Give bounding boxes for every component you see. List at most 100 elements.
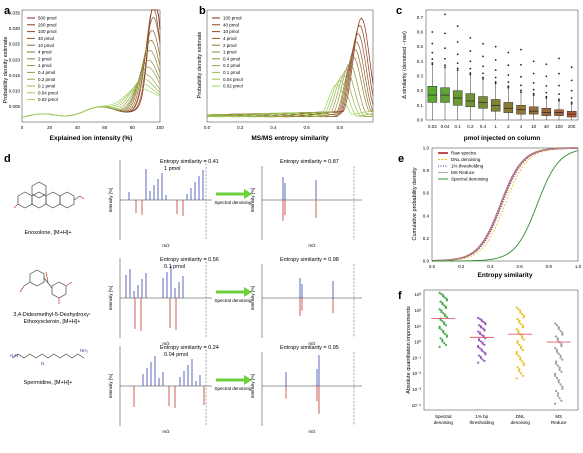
panel-f-point (559, 356, 562, 359)
panel-c-ytick: 0.0 (417, 118, 424, 123)
panel-c-outlier (431, 42, 434, 45)
panel-c-outlier (532, 72, 535, 75)
panel-c-outlier (444, 64, 446, 66)
panel-f-point (555, 324, 559, 327)
panel-e-curve (431, 147, 579, 262)
panel-c-outlier (558, 100, 560, 102)
panel-c-outlier (494, 45, 497, 48)
panel-f-point (479, 326, 482, 329)
panel-f-ytick: 10⁰ (414, 340, 421, 345)
panel-c-xtick: 0.1 (455, 124, 462, 129)
panel-a-legend-label: 10 pmol (38, 43, 54, 48)
panel-c-outlier (570, 101, 573, 104)
panel-b-curve (206, 84, 374, 118)
panel-c-outlier (494, 58, 497, 61)
panel-a-legend-label: 200 pmol (38, 22, 57, 27)
panel-f-point (518, 321, 521, 324)
panel-a-xtick: 80 (130, 125, 136, 130)
spermidine-n3: NH₂ (80, 348, 88, 353)
panel-f-point (521, 349, 525, 352)
panel-f-point (515, 352, 518, 355)
panel-c-outlier (431, 51, 434, 54)
panel-e-ytick: 1.0 (423, 146, 430, 151)
panel-f-point (438, 291, 441, 294)
panel-b-curve (206, 63, 374, 118)
panel-e-legend-label: Spectral denoising (451, 177, 489, 182)
panel-e-legend-label: Raw spectra (451, 151, 477, 156)
spectrum-denoised-similarity: Entropy similarity = 0.95 (280, 345, 339, 351)
panel-f-point (558, 366, 561, 369)
panel-f-xtick: MS (555, 414, 562, 419)
panel-f-point (481, 358, 484, 361)
panel-c-frame (425, 9, 579, 121)
panel-e-legend-label: DNL denoising (451, 157, 481, 162)
panel-f-point (558, 397, 561, 400)
panel-c-outlier (469, 72, 472, 74)
spectrum-xlabel: m/z (162, 341, 170, 346)
panel-a-ytick: 0.015 (9, 73, 21, 78)
panel-c-box (541, 108, 552, 116)
panel-f-point (443, 304, 446, 307)
compound-name-2b: Ethoxyscleroin, [M+H]+ (24, 319, 81, 325)
panel-f-point (554, 362, 558, 365)
panel-c-ytick: 0.5 (417, 44, 424, 49)
panel-f-point (477, 316, 480, 319)
panel-a-xtick: 60 (102, 125, 108, 130)
panel-c-ytick: 0.1 (417, 103, 424, 108)
panel-a-ytick: 0.005 (9, 104, 21, 109)
panel-f-xtick: DNL (516, 414, 525, 419)
panel-a: a 0.005 0.010 0.015 0.020 0.025 0.030 0.035 0 2… (3, 5, 164, 142)
panel-b-label: b (199, 5, 206, 17)
panel-c-outlier (545, 84, 548, 87)
panel-f-point (555, 348, 559, 351)
panel-f-point (559, 329, 562, 332)
panel-f-point (479, 357, 482, 360)
panel-c-boxes (427, 13, 577, 120)
panel-f-point (445, 335, 448, 338)
spectrum-amount: 1 pmol (164, 166, 181, 172)
spermidine-n1: H₂N (10, 353, 18, 358)
panel-f-point (554, 402, 557, 405)
denoising-arrow-head (244, 287, 252, 297)
panel-f-point (517, 307, 520, 311)
panel-a-frame (21, 9, 161, 123)
panel-f-point (442, 295, 445, 298)
panel-c-ylabel: Δ similarity (denoised - raw) (402, 31, 408, 99)
panel-a-legend-label: 0.4 pmol (38, 70, 55, 75)
panel-e-legend-label: MS Reduce (451, 170, 475, 175)
panel-a-legend-label: 0.02 pmol (38, 97, 58, 102)
panel-f-point (560, 344, 563, 348)
panel-b-frame (206, 9, 374, 123)
panel-f-point (483, 359, 486, 363)
panel-f-point (554, 389, 558, 393)
panel-c-yticks: 0.0 0.1 0.2 0.3 0.4 0.5 0.6 0.7 (417, 15, 424, 123)
panel-f-point (519, 311, 522, 314)
panel-a-yticks: 0.005 0.010 0.015 0.020 0.025 0.030 0.035 (9, 11, 21, 109)
panel-f-point (560, 399, 563, 402)
panel-c-outlier (444, 57, 446, 60)
panel-f-point (520, 345, 523, 348)
spectrum-ylabel: Intensity [%] (250, 286, 255, 311)
panel-c-outlier (494, 76, 497, 79)
panel-f-point (519, 356, 522, 359)
panel-c-ytick: 0.2 (417, 88, 424, 93)
panel-c-ytick: 0.3 (417, 74, 424, 79)
panel-a-xlabel: Explained ion intensity (%) (50, 135, 133, 142)
panel-b-legend-label: 10 pmol (223, 29, 239, 34)
panel-b-legend-label: 0.02 pmol (223, 84, 243, 89)
panel-f-point (557, 326, 560, 329)
panel-e: e 0.00.20.40.60.81.0 0.0 0.2 0.4 0.6 0.8 1.0 … (398, 146, 582, 280)
panel-c-outlier (469, 36, 472, 39)
panel-f-point (440, 328, 443, 331)
panel-a-legend-label: 0.2 pmol (38, 77, 55, 82)
panel-d-label: d (4, 153, 11, 165)
panel-f-point (520, 312, 524, 316)
spectrum-xlabel: m/z (162, 429, 170, 434)
panel-c-outlier (570, 97, 573, 99)
panel-e-label: e (398, 153, 404, 165)
panel-b-xtick: 0.6 (303, 125, 310, 130)
panel-f-point (481, 327, 484, 330)
